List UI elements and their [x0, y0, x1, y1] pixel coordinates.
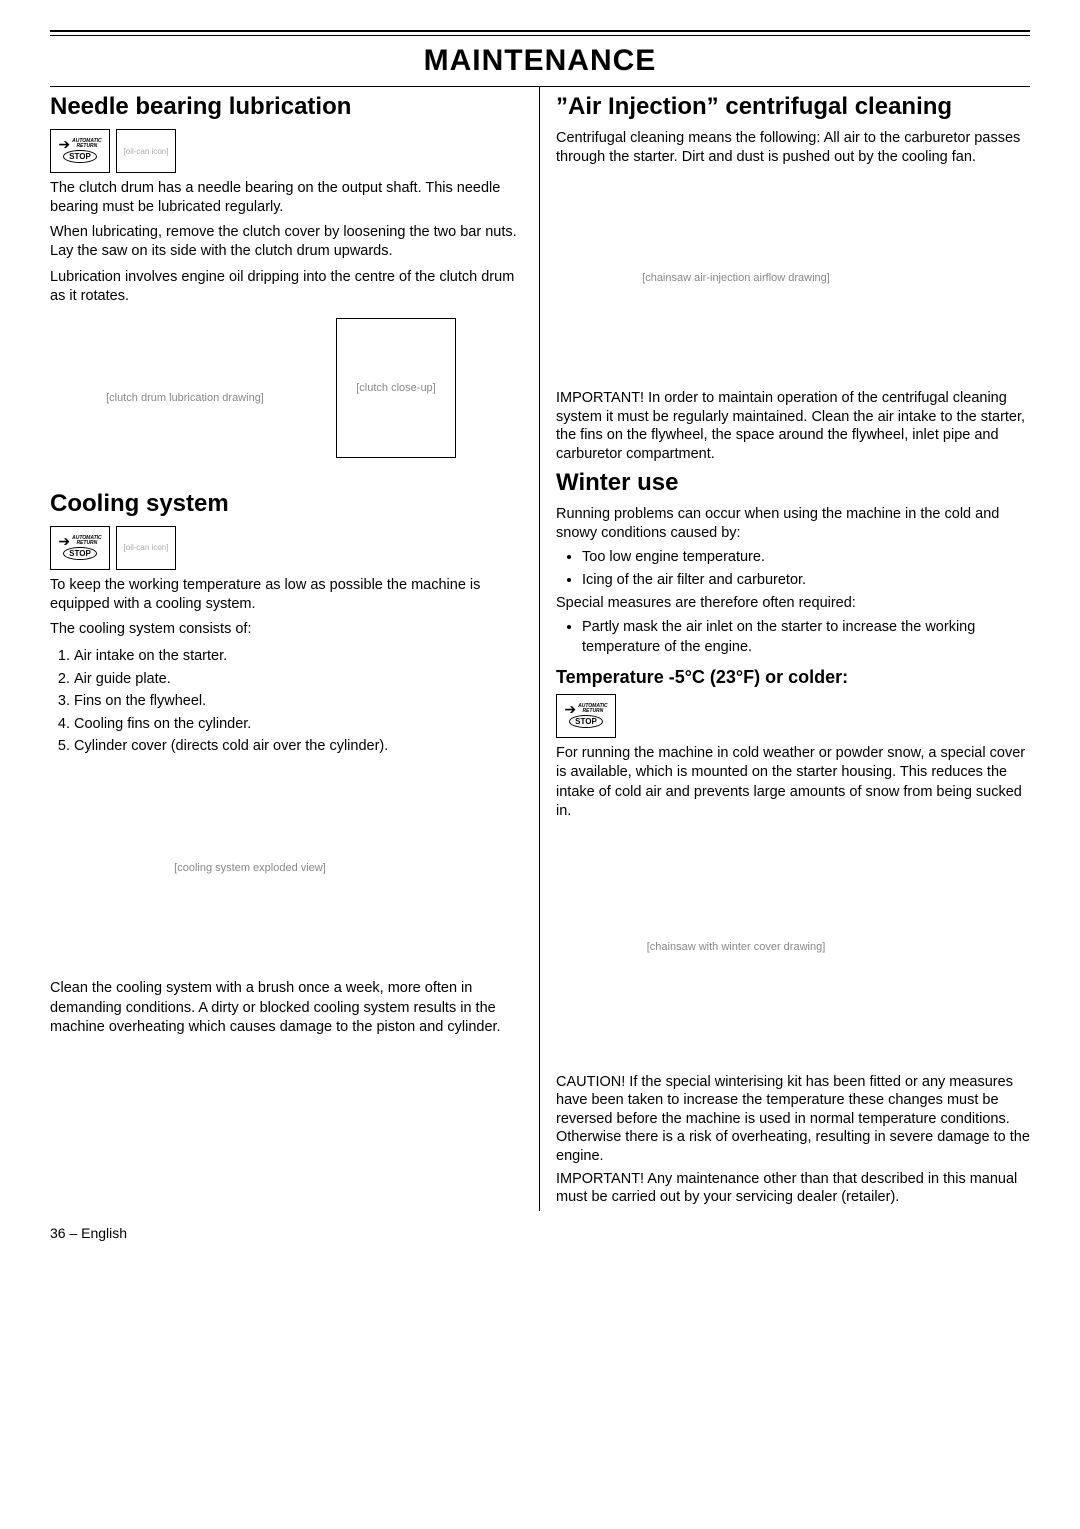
- cooling-list-item: Air intake on the starter.: [74, 645, 523, 667]
- return-label: RETURN: [72, 144, 102, 149]
- page-title: MAINTENANCE: [50, 44, 1030, 78]
- needle-illustrations: [clutch drum lubrication drawing] [clutc…: [50, 312, 523, 484]
- winter-p3: For running the machine in cold weather …: [556, 744, 1030, 821]
- page-footer: 36 – English: [50, 1225, 1030, 1241]
- air-injection-placeholder: [chainsaw air-injection airflow drawing]: [642, 272, 830, 284]
- stop-switch-icon: ➔ AUTOMATIC RETURN STOP: [50, 526, 110, 570]
- cooling-list-item: Fins on the flywheel.: [74, 690, 523, 712]
- right-column: ”Air Injection” centrifugal cleaning Cen…: [540, 87, 1030, 1211]
- arrow-down-icon: ➔: [58, 537, 70, 545]
- air-injection-heading: ”Air Injection” centrifugal cleaning: [556, 93, 1030, 121]
- temperature-subheading: Temperature -5°C (23°F) or colder:: [556, 667, 1030, 688]
- oilcan-icon: [oil-can icon]: [116, 526, 176, 570]
- stop-label: STOP: [63, 547, 97, 560]
- cooling-p1: To keep the working temperature as low a…: [50, 576, 523, 614]
- air-p2: IMPORTANT! In order to maintain operatio…: [556, 389, 1030, 463]
- clutch-drum-placeholder: [clutch drum lubrication drawing]: [106, 392, 264, 404]
- winter-cover-illustration: [chainsaw with winter cover drawing]: [566, 827, 906, 1067]
- cooling-list-item: Air guide plate.: [74, 668, 523, 690]
- stop-switch-icon: ➔ AUTOMATIC RETURN STOP: [556, 694, 616, 738]
- winter-icon-row: ➔ AUTOMATIC RETURN STOP: [556, 694, 1030, 738]
- oilcan-placeholder: [oil-can icon]: [124, 543, 169, 552]
- oilcan-icon: [oil-can icon]: [116, 129, 176, 173]
- winter-p4: CAUTION! If the special winterising kit …: [556, 1073, 1030, 1166]
- needle-icon-row: ➔ AUTOMATIC RETURN STOP [oil-can icon]: [50, 129, 523, 173]
- top-rule: [50, 30, 1030, 36]
- page: MAINTENANCE Needle bearing lubrication ➔…: [0, 0, 1080, 1281]
- cooling-list: Air intake on the starter. Air guide pla…: [50, 645, 523, 757]
- two-column-layout: Needle bearing lubrication ➔ AUTOMATIC R…: [50, 87, 1030, 1211]
- winter-heading: Winter use: [556, 469, 1030, 497]
- cooling-list-item: Cylinder cover (directs cold air over th…: [74, 735, 523, 757]
- left-column: Needle bearing lubrication ➔ AUTOMATIC R…: [50, 87, 540, 1211]
- arrow-down-icon: ➔: [564, 705, 576, 713]
- clutch-closeup-placeholder: [clutch close-up]: [356, 382, 435, 394]
- arrow-down-icon: ➔: [58, 140, 70, 148]
- winter-bullets-2: Partly mask the air inlet on the starter…: [556, 617, 1030, 658]
- winter-bullets-1: Too low engine temperature. Icing of the…: [556, 547, 1030, 591]
- needle-p3: Lubrication involves engine oil dripping…: [50, 268, 523, 306]
- cooling-p2: The cooling system consists of:: [50, 620, 523, 639]
- winter-p1: Running problems can occur when using th…: [556, 505, 1030, 542]
- winter-cover-placeholder: [chainsaw with winter cover drawing]: [647, 941, 826, 953]
- clutch-drum-illustration: [clutch drum lubrication drawing]: [50, 318, 320, 478]
- oilcan-placeholder: [oil-can icon]: [124, 147, 169, 156]
- return-label: RETURN: [578, 709, 608, 714]
- air-injection-illustration: [chainsaw air-injection airflow drawing]: [566, 173, 906, 383]
- needle-p1: The clutch drum has a needle bearing on …: [50, 179, 523, 217]
- return-label: RETURN: [72, 541, 102, 546]
- winter-bullet: Too low engine temperature.: [582, 547, 1030, 567]
- needle-p2: When lubricating, remove the clutch cove…: [50, 223, 523, 261]
- cooling-p3: Clean the cooling system with a brush on…: [50, 979, 523, 1036]
- cooling-icon-row: ➔ AUTOMATIC RETURN STOP [oil-can icon]: [50, 526, 523, 570]
- winter-bullet: Partly mask the air inlet on the starter…: [582, 617, 1030, 658]
- winter-p5: IMPORTANT! Any maintenance other than th…: [556, 1170, 1030, 1207]
- clutch-closeup-illustration: [clutch close-up]: [336, 318, 456, 458]
- air-p1: Centrifugal cleaning means the following…: [556, 129, 1030, 167]
- stop-label: STOP: [569, 715, 603, 728]
- cooling-exploded-placeholder: [cooling system exploded view]: [174, 862, 326, 874]
- winter-p2: Special measures are therefore often req…: [556, 594, 1030, 613]
- cooling-list-item: Cooling fins on the cylinder.: [74, 713, 523, 735]
- needle-heading: Needle bearing lubrication: [50, 93, 523, 121]
- cooling-exploded-illustration: [cooling system exploded view]: [60, 763, 440, 973]
- stop-switch-icon: ➔ AUTOMATIC RETURN STOP: [50, 129, 110, 173]
- stop-label: STOP: [63, 150, 97, 163]
- winter-bullet: Icing of the air filter and carburetor.: [582, 570, 1030, 590]
- cooling-heading: Cooling system: [50, 490, 523, 518]
